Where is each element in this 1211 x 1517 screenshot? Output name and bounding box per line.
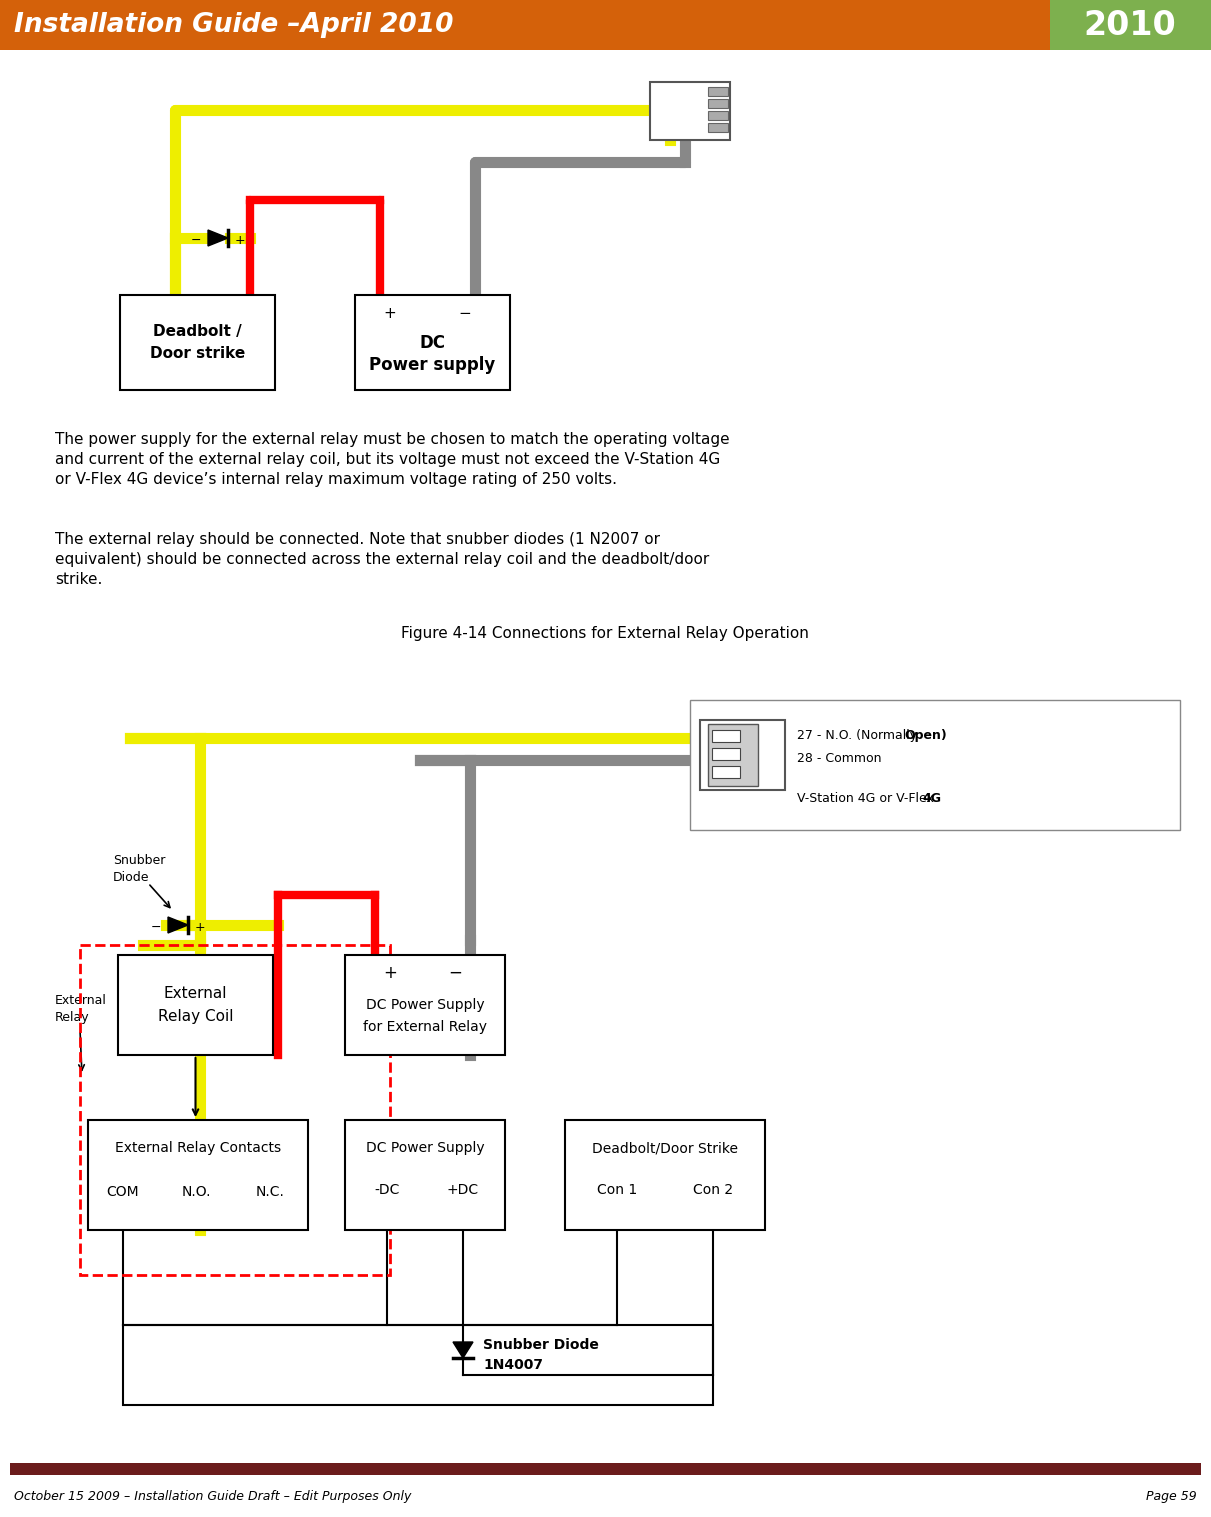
- Bar: [10, 1462, 1201, 1475]
- Text: External: External: [54, 994, 107, 1006]
- Text: Diode: Diode: [113, 871, 149, 883]
- Text: Page 59: Page 59: [1147, 1490, 1196, 1503]
- Text: DC Power Supply: DC Power Supply: [366, 998, 484, 1012]
- Text: -DC: -DC: [374, 1183, 400, 1197]
- Text: External Relay Contacts: External Relay Contacts: [115, 1141, 281, 1154]
- Text: Relay: Relay: [54, 1012, 90, 1024]
- Polygon shape: [168, 916, 188, 933]
- Text: Con 1: Con 1: [597, 1183, 637, 1197]
- Bar: [345, 1120, 505, 1230]
- Text: N.O.: N.O.: [182, 1185, 211, 1198]
- Text: +DC: +DC: [447, 1183, 480, 1197]
- Text: Door strike: Door strike: [150, 346, 245, 361]
- Bar: [124, 1324, 713, 1405]
- Text: N.C.: N.C.: [256, 1185, 285, 1198]
- Text: 2010: 2010: [1084, 9, 1176, 41]
- Bar: [708, 99, 728, 108]
- Bar: [1050, 0, 1211, 50]
- Polygon shape: [208, 231, 228, 246]
- Text: for External Relay: for External Relay: [363, 1019, 487, 1035]
- Text: 28 - Common: 28 - Common: [797, 751, 882, 765]
- Text: −: −: [459, 305, 471, 320]
- Bar: [712, 748, 740, 760]
- Bar: [80, 945, 390, 1274]
- Text: Deadbolt /: Deadbolt /: [153, 323, 242, 338]
- Text: The power supply for the external relay must be chosen to match the operating vo: The power supply for the external relay …: [54, 432, 729, 487]
- Text: Deadbolt/Door Strike: Deadbolt/Door Strike: [592, 1141, 737, 1154]
- Text: +: +: [195, 921, 206, 933]
- Bar: [712, 730, 740, 742]
- Text: Power supply: Power supply: [369, 356, 495, 375]
- Bar: [117, 956, 272, 1054]
- Text: +: +: [383, 963, 397, 981]
- Bar: [708, 724, 758, 786]
- Bar: [88, 1120, 308, 1230]
- Text: Relay Coil: Relay Coil: [157, 1009, 234, 1024]
- Bar: [712, 766, 740, 778]
- Text: −: −: [191, 234, 201, 246]
- Bar: [650, 82, 730, 140]
- Text: 1N4007: 1N4007: [483, 1358, 543, 1371]
- Text: 27 - N.O. (Normally: 27 - N.O. (Normally: [797, 728, 922, 742]
- Text: V-Station 4G or V-Flex: V-Station 4G or V-Flex: [797, 792, 937, 804]
- Text: Snubber Diode: Snubber Diode: [483, 1338, 599, 1352]
- Text: Figure 4-14 Connections for External Relay Operation: Figure 4-14 Connections for External Rel…: [401, 627, 809, 642]
- Text: Con 2: Con 2: [693, 1183, 733, 1197]
- Bar: [708, 123, 728, 132]
- Text: +: +: [235, 234, 246, 246]
- Text: 4G: 4G: [922, 792, 941, 804]
- Bar: [120, 294, 275, 390]
- Text: Snubber: Snubber: [113, 854, 166, 866]
- Bar: [355, 294, 510, 390]
- Bar: [700, 721, 785, 790]
- Bar: [708, 111, 728, 120]
- Bar: [708, 86, 728, 96]
- Text: October 15 2009 – Installation Guide Draft – Edit Purposes Only: October 15 2009 – Installation Guide Dra…: [15, 1490, 412, 1503]
- Bar: [690, 699, 1180, 830]
- Bar: [566, 1120, 765, 1230]
- Polygon shape: [453, 1343, 474, 1358]
- Text: Open): Open): [903, 728, 947, 742]
- Text: −: −: [448, 963, 461, 981]
- Text: +: +: [384, 305, 396, 320]
- Text: External: External: [163, 986, 228, 1001]
- Text: Installation Guide –April 2010: Installation Guide –April 2010: [15, 12, 453, 38]
- Text: The external relay should be connected. Note that snubber diodes (1 N2007 or
equ: The external relay should be connected. …: [54, 532, 710, 587]
- Text: COM: COM: [107, 1185, 139, 1198]
- Bar: [345, 956, 505, 1054]
- Text: −: −: [150, 921, 161, 933]
- Bar: [0, 0, 1211, 50]
- Text: DC Power Supply: DC Power Supply: [366, 1141, 484, 1154]
- Text: DC: DC: [419, 334, 446, 352]
